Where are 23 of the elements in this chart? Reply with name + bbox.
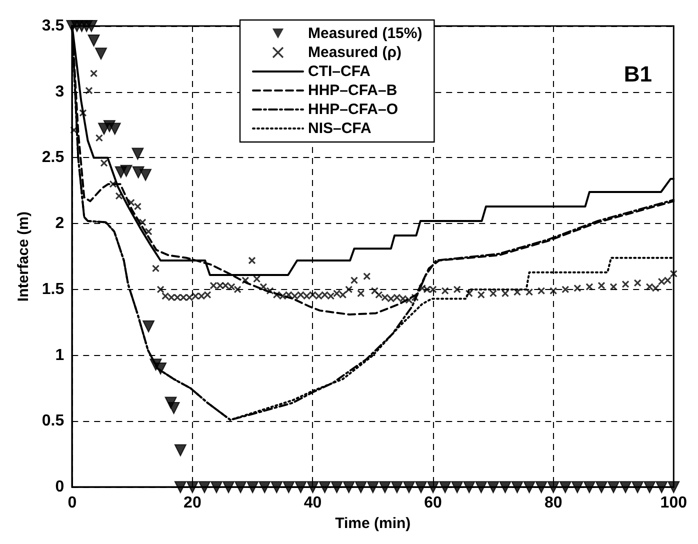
legend-label: Measured (ρ): [308, 44, 402, 61]
y-tick-label: 2: [55, 215, 64, 232]
y-tick-label: 0: [55, 478, 64, 496]
x-tick-label: 100: [660, 494, 688, 512]
annotation: B1: [624, 62, 652, 86]
y-tick-label: 1.5: [42, 280, 64, 298]
x-axis-title: Time (min): [335, 515, 411, 532]
y-tick-label: 2.5: [42, 149, 64, 166]
x-tick-label: 20: [184, 494, 202, 512]
legend-label: HHP–CFA–O: [308, 101, 398, 118]
y-tick-label: 3: [55, 83, 64, 100]
legend-label: Measured (15%): [308, 25, 422, 42]
x-tick-label: 80: [544, 494, 562, 512]
x-tick-label: 60: [424, 494, 442, 512]
legend-label: HHP–CFA–B: [308, 82, 398, 99]
x-tick-label: 40: [304, 494, 322, 512]
y-axis-title: Interface (m): [15, 212, 32, 302]
x-tick-label: 0: [68, 494, 77, 512]
y-tick-label: 1: [55, 346, 64, 364]
legend-label: CTI–CFA: [308, 63, 371, 80]
legend-label: NIS–CFA: [308, 120, 372, 137]
y-tick-label: 0.5: [42, 412, 64, 430]
y-tick-label: 3.5: [42, 18, 64, 34]
